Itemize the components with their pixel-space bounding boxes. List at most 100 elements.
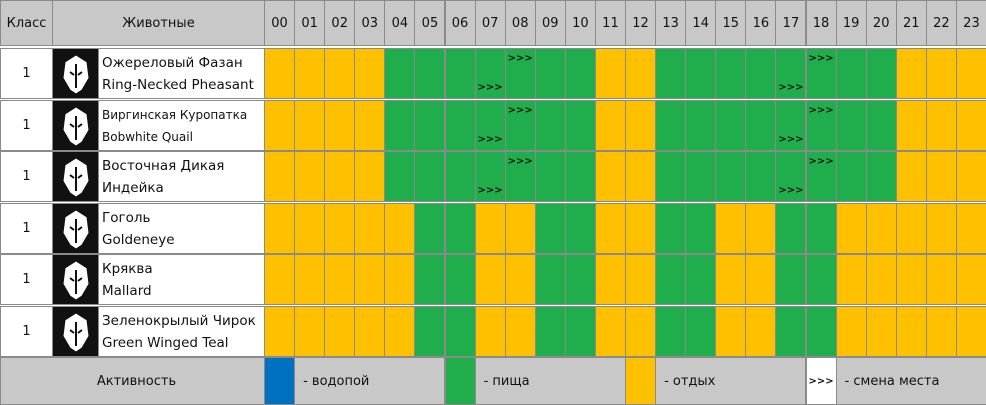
hour-cell [685,203,717,254]
name-ru: Ожереловый Фазан [102,54,243,71]
hour-cell [474,254,506,305]
hour-cell [354,254,386,305]
animal-name: Зеленокрылый Чирок Green Winged Teal [98,306,265,357]
header-hour: 23 [955,0,986,46]
hour-cell [564,151,596,202]
hour-cell [444,254,476,305]
header-hour: 21 [895,0,927,46]
animal-name: Виргинская Куропатка Bobwhite Quail [98,100,265,151]
header-hour: 11 [594,0,626,46]
hour-cell [384,254,416,305]
hour-cell [895,100,927,151]
hour-cell [745,151,777,202]
hour-cell: >>> [805,48,837,99]
hour-cell [715,151,747,202]
move-marker: >>> [507,156,533,167]
move-marker: >>> [778,82,804,93]
hour-cell [594,100,626,151]
hour-cell [865,151,897,202]
hour-cell [264,100,296,151]
hour-cell [745,100,777,151]
hour-cell [955,306,986,357]
header-hour: 06 [444,0,476,46]
name-en: Goldeneye [102,231,175,248]
hour-cell [534,151,566,202]
hour-cell [324,306,356,357]
animal-icon [52,306,99,357]
hour-cell [655,100,687,151]
hour-cell [414,151,446,202]
hour-cell [805,254,837,305]
hour-cell [264,48,296,99]
hour-cell [354,306,386,357]
hour-cell [775,254,807,305]
hour-cell [384,151,416,202]
hour-cell [895,48,927,99]
hour-cell [354,100,386,151]
header-hour: 01 [294,0,326,46]
animal-name: Ожереловый Фазан Ring-Necked Pheasant [98,48,265,99]
hour-cell [504,254,536,305]
hour-cell [715,48,747,99]
header-hour: 19 [835,0,867,46]
hour-cell: >>> [775,48,807,99]
hour-cell [715,254,747,305]
name-ru: Восточная Дикая [102,157,225,174]
hour-cell [685,254,717,305]
hour-cell [865,100,897,151]
name-ru: Зеленокрылый Чирок [102,312,256,329]
hour-cell [925,151,957,202]
class-cell: 1 [0,100,53,151]
move-marker: >>> [778,134,804,145]
hour-cell [925,306,957,357]
hour-cell [655,306,687,357]
hour-cell [444,306,476,357]
hour-cell [925,48,957,99]
hour-cell [955,48,986,99]
move-marker: >>> [477,82,503,93]
header-hour: 04 [384,0,416,46]
header-hour: 02 [324,0,356,46]
hour-cell [835,151,867,202]
hour-cell [534,100,566,151]
hour-cell [324,48,356,99]
hour-cell [745,254,777,305]
hour-cell [264,254,296,305]
hour-cell [835,48,867,99]
hour-cell [534,48,566,99]
hour-cell [685,151,717,202]
hour-cell [955,151,986,202]
header-hour: 10 [564,0,596,46]
hour-cell [835,254,867,305]
animal-icon [52,151,99,202]
move-marker: >>> [507,53,533,64]
hour-cell [474,306,506,357]
hour-cell [474,203,506,254]
hour-cell [625,254,657,305]
hour-cell [715,306,747,357]
header-hour: 09 [534,0,566,46]
hour-cell: >>> [504,48,536,99]
legend-label: - пища [474,357,626,405]
class-cell: 1 [0,254,53,305]
legend-swatch: >>> [805,357,837,405]
class-cell: 1 [0,203,53,254]
animal-name: Гоголь Goldeneye [98,203,265,254]
hour-cell: >>> [474,48,506,99]
hour-cell [444,48,476,99]
header-hour: 12 [625,0,657,46]
hour-cell [655,254,687,305]
hour-cell [594,306,626,357]
hour-cell [354,48,386,99]
hour-cell [805,306,837,357]
header-hour: 05 [414,0,446,46]
animal-icon [52,100,99,151]
animal-icon [52,48,99,99]
header-animals: Животные [52,0,265,46]
hour-cell [655,48,687,99]
hour-cell [655,151,687,202]
hour-cell [835,100,867,151]
hour-cell [685,48,717,99]
hour-cell [504,306,536,357]
hour-cell [955,203,986,254]
